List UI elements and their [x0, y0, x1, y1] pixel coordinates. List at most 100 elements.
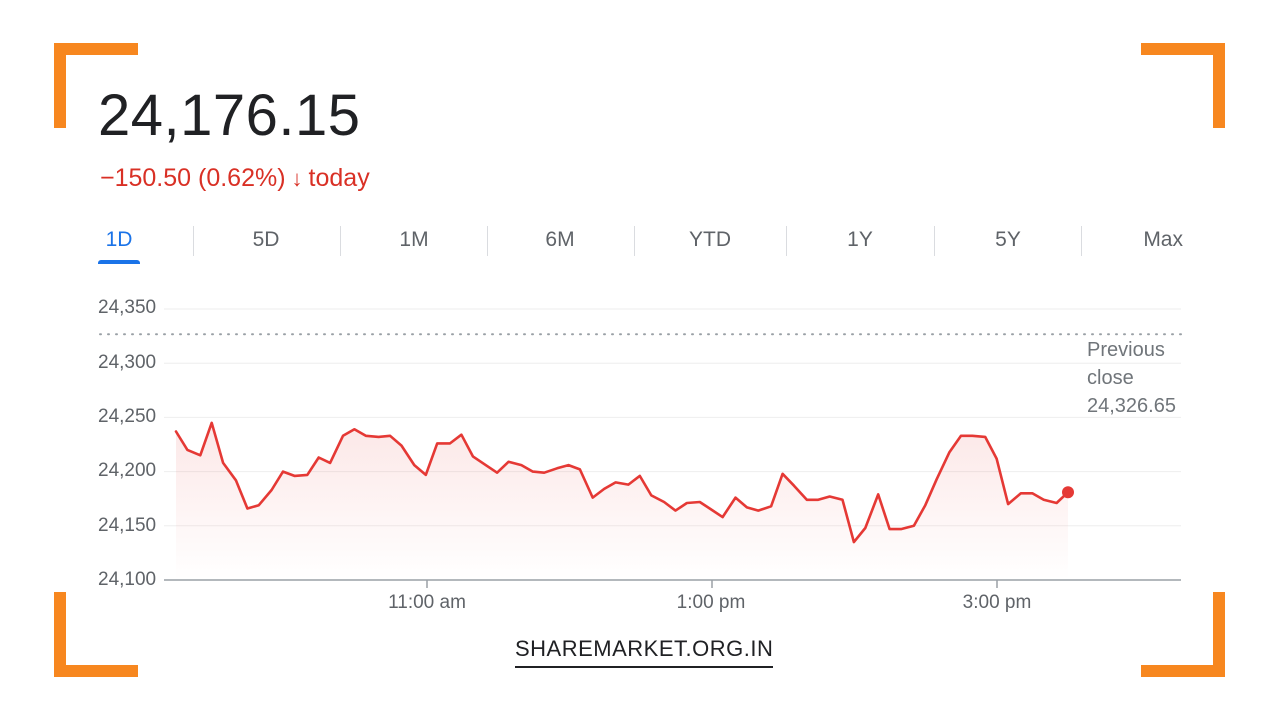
- data-point[interactable]: [922, 502, 928, 508]
- data-point[interactable]: [601, 486, 607, 492]
- data-point[interactable]: [1029, 490, 1035, 496]
- data-point[interactable]: [875, 491, 881, 497]
- data-point[interactable]: [637, 473, 643, 479]
- data-point[interactable]: [292, 473, 298, 479]
- data-point[interactable]: [458, 432, 464, 438]
- data-point[interactable]: [233, 477, 239, 483]
- data-point[interactable]: [423, 472, 429, 478]
- data-point[interactable]: [554, 465, 560, 471]
- data-point[interactable]: [673, 508, 679, 514]
- corner-bottom-right-h: [1141, 665, 1225, 677]
- data-point[interactable]: [969, 433, 975, 439]
- tab-max[interactable]: Max: [1143, 228, 1183, 251]
- data-point[interactable]: [220, 460, 226, 466]
- data-point[interactable]: [648, 492, 654, 498]
- data-point[interactable]: [840, 497, 846, 503]
- data-point[interactable]: [994, 456, 1000, 462]
- data-point[interactable]: [982, 434, 988, 440]
- corner-top-right-v: [1213, 43, 1225, 128]
- data-point[interactable]: [411, 462, 417, 468]
- data-point[interactable]: [327, 460, 333, 466]
- y-tick-label: 24,100: [98, 569, 157, 590]
- tab-ytd[interactable]: YTD: [689, 228, 731, 251]
- data-point[interactable]: [947, 449, 953, 455]
- data-point[interactable]: [530, 469, 536, 475]
- data-point[interactable]: [577, 466, 583, 472]
- data-point[interactable]: [804, 497, 810, 503]
- corner-bottom-left-h: [54, 665, 138, 677]
- data-point[interactable]: [256, 502, 262, 508]
- x-ticks: [426, 580, 998, 588]
- data-point[interactable]: [613, 479, 619, 485]
- data-point[interactable]: [399, 443, 405, 449]
- current-price-dot[interactable]: [1062, 486, 1074, 499]
- data-point[interactable]: [590, 495, 596, 501]
- data-point[interactable]: [661, 499, 667, 505]
- data-point[interactable]: [733, 495, 739, 501]
- data-point[interactable]: [447, 440, 453, 446]
- price-change: −150.50 (0.62%) ↓ today: [100, 164, 370, 193]
- x-tick-label: 1:00 pm: [676, 592, 746, 613]
- data-point[interactable]: [625, 482, 631, 488]
- data-point[interactable]: [815, 497, 821, 503]
- data-point[interactable]: [684, 500, 690, 506]
- change-period: today: [308, 164, 370, 192]
- data-point[interactable]: [184, 447, 190, 453]
- data-point[interactable]: [755, 508, 761, 514]
- tab-divider: [1081, 226, 1082, 256]
- data-point[interactable]: [518, 462, 524, 468]
- data-point[interactable]: [862, 525, 868, 531]
- site-brand[interactable]: SHAREMARKET.ORG.IN: [515, 636, 774, 668]
- data-point[interactable]: [768, 503, 774, 509]
- data-point[interactable]: [780, 471, 786, 477]
- data-point[interactable]: [744, 504, 750, 510]
- data-point[interactable]: [708, 507, 714, 513]
- price-line: [174, 421, 1070, 544]
- tab-1d[interactable]: 1D: [98, 222, 140, 264]
- data-point[interactable]: [958, 433, 964, 439]
- tab-divider: [193, 226, 194, 256]
- data-point[interactable]: [470, 453, 476, 459]
- data-point[interactable]: [827, 494, 833, 500]
- data-point[interactable]: [363, 433, 369, 439]
- current-price: 24,176.15: [98, 83, 361, 148]
- data-point[interactable]: [887, 526, 893, 532]
- tab-1m[interactable]: 1M: [399, 228, 429, 251]
- data-point[interactable]: [269, 487, 275, 493]
- data-point[interactable]: [244, 506, 250, 512]
- arrow-down-icon: ↓: [291, 165, 303, 191]
- data-point[interactable]: [280, 469, 286, 475]
- data-point[interactable]: [720, 514, 726, 520]
- data-point[interactable]: [541, 470, 547, 476]
- tab-5d[interactable]: 5D: [252, 228, 280, 251]
- data-point[interactable]: [197, 452, 203, 458]
- data-point[interactable]: [898, 526, 904, 532]
- tab-divider: [934, 226, 935, 256]
- data-point[interactable]: [566, 462, 572, 468]
- data-point[interactable]: [209, 420, 215, 426]
- data-point[interactable]: [697, 499, 703, 505]
- tab-1y[interactable]: 1Y: [847, 228, 873, 251]
- data-point[interactable]: [791, 483, 797, 489]
- tab-divider: [634, 226, 635, 256]
- data-point[interactable]: [387, 433, 393, 439]
- data-point[interactable]: [376, 434, 382, 440]
- data-point[interactable]: [483, 462, 489, 468]
- data-point[interactable]: [851, 539, 857, 545]
- data-point[interactable]: [1054, 500, 1060, 506]
- data-point[interactable]: [434, 440, 440, 446]
- tab-5y[interactable]: 5Y: [995, 228, 1021, 251]
- tab-6m[interactable]: 6M: [545, 228, 575, 251]
- data-point[interactable]: [506, 459, 512, 465]
- data-point[interactable]: [351, 426, 357, 432]
- data-point[interactable]: [173, 429, 179, 435]
- data-point[interactable]: [1005, 501, 1011, 507]
- data-point[interactable]: [340, 433, 346, 439]
- data-point[interactable]: [1041, 497, 1047, 503]
- data-point[interactable]: [934, 476, 940, 482]
- data-point[interactable]: [304, 472, 310, 478]
- data-point[interactable]: [494, 470, 500, 476]
- data-point[interactable]: [911, 523, 917, 529]
- data-point[interactable]: [1018, 490, 1024, 496]
- data-point[interactable]: [316, 455, 322, 461]
